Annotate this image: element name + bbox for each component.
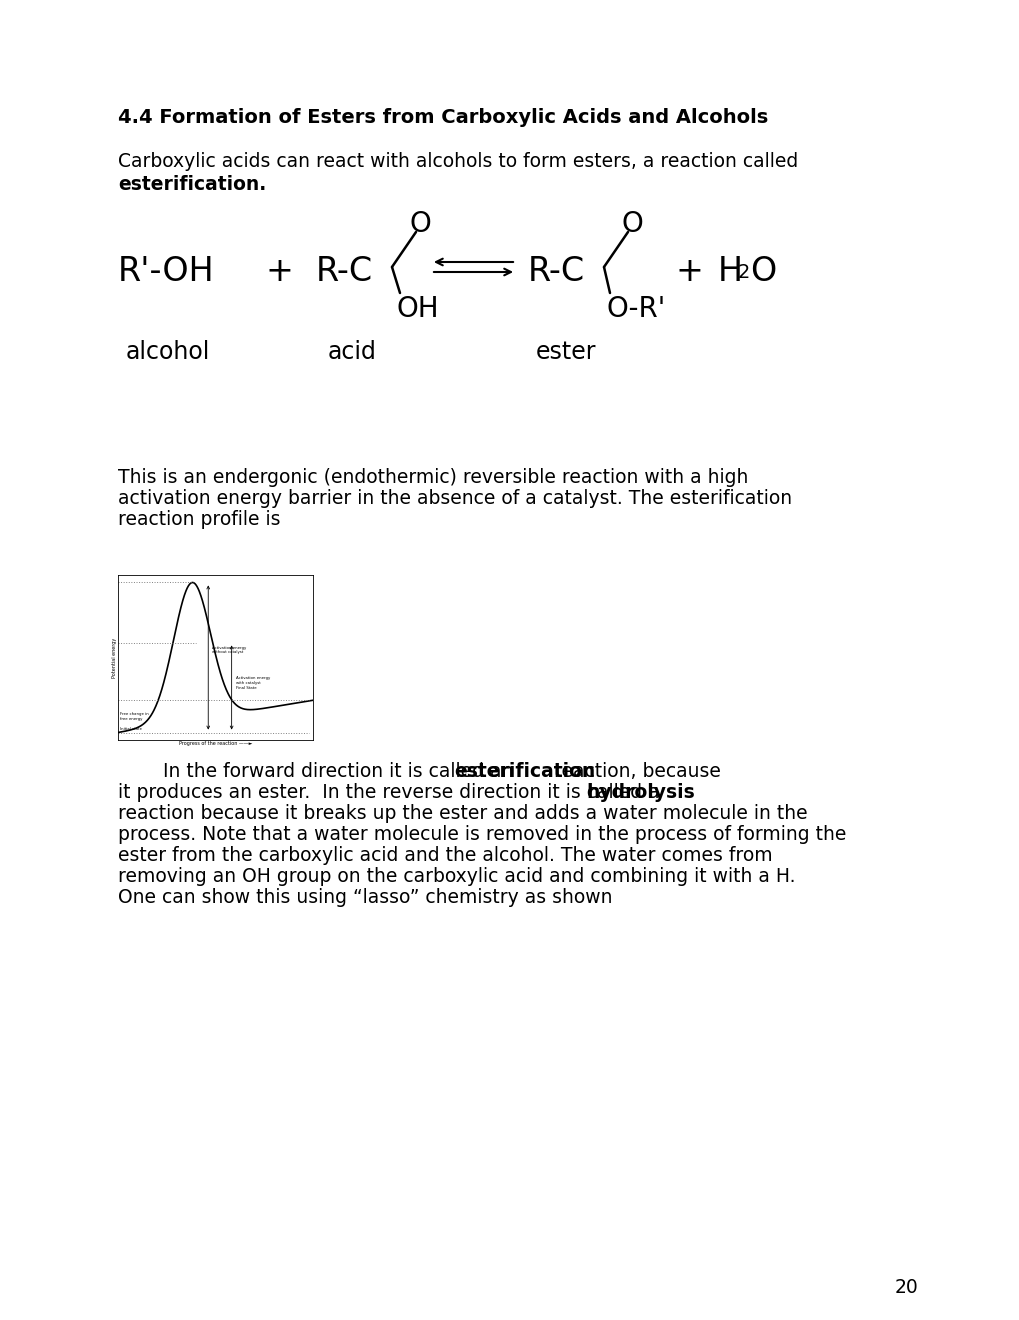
Text: alcohol: alcohol [126, 341, 210, 364]
Text: O: O [622, 210, 643, 238]
Text: 4.4 Formation of Esters from Carboxylic Acids and Alcohols: 4.4 Formation of Esters from Carboxylic … [118, 108, 767, 127]
Text: OH: OH [396, 294, 439, 323]
Text: R'-OH: R'-OH [118, 255, 214, 288]
Text: removing an OH group on the carboxylic acid and combining it with a H.: removing an OH group on the carboxylic a… [118, 867, 795, 886]
Text: esterification: esterification [453, 762, 595, 781]
Text: reaction profile is: reaction profile is [118, 510, 280, 529]
Text: it produces an ester.  In the reverse direction it is called a: it produces an ester. In the reverse dir… [118, 783, 665, 803]
Text: ester from the carboxylic acid and the alcohol. The water comes from: ester from the carboxylic acid and the a… [118, 846, 771, 865]
Text: O-R': O-R' [606, 294, 665, 323]
Text: R-C: R-C [528, 255, 585, 288]
Text: esterification.: esterification. [118, 176, 266, 194]
Text: 2: 2 [738, 263, 750, 282]
Text: reaction because it breaks up the ester and adds a water molecule in the: reaction because it breaks up the ester … [118, 804, 807, 822]
Text: activation energy barrier in the absence of a catalyst. The esterification: activation energy barrier in the absence… [118, 488, 792, 508]
Text: hydrolysis: hydrolysis [586, 783, 694, 803]
X-axis label: Progress of the reaction ——►: Progress of the reaction ——► [178, 742, 252, 746]
Text: H: H [717, 255, 742, 288]
Y-axis label: Potential energy: Potential energy [111, 638, 116, 677]
Text: ester: ester [535, 341, 596, 364]
Text: One can show this using “lasso” chemistry as shown: One can show this using “lasso” chemistr… [118, 888, 611, 907]
Text: acid: acid [328, 341, 376, 364]
Text: reaction, because: reaction, because [547, 762, 720, 781]
Text: Free change in
free energy: Free change in free energy [120, 711, 149, 721]
Text: R-C: R-C [316, 255, 373, 288]
Text: O: O [749, 255, 775, 288]
Text: This is an endergonic (endothermic) reversible reaction with a high: This is an endergonic (endothermic) reve… [118, 469, 748, 487]
Text: process. Note that a water molecule is removed in the process of forming the: process. Note that a water molecule is r… [118, 825, 846, 843]
Text: +: + [266, 255, 293, 288]
Text: Carboxylic acids can react with alcohols to form esters, a reaction called: Carboxylic acids can react with alcohols… [118, 152, 798, 172]
Text: Activation energy
without catalyst: Activation energy without catalyst [212, 645, 247, 655]
Text: Activation energy
with catalyst
Final State: Activation energy with catalyst Final St… [235, 676, 269, 689]
Text: +: + [676, 255, 703, 288]
Text: O: O [410, 210, 431, 238]
Text: 20: 20 [894, 1278, 918, 1298]
Text: In the forward direction it is called an: In the forward direction it is called an [163, 762, 519, 781]
Text: Initial state: Initial state [120, 727, 142, 731]
